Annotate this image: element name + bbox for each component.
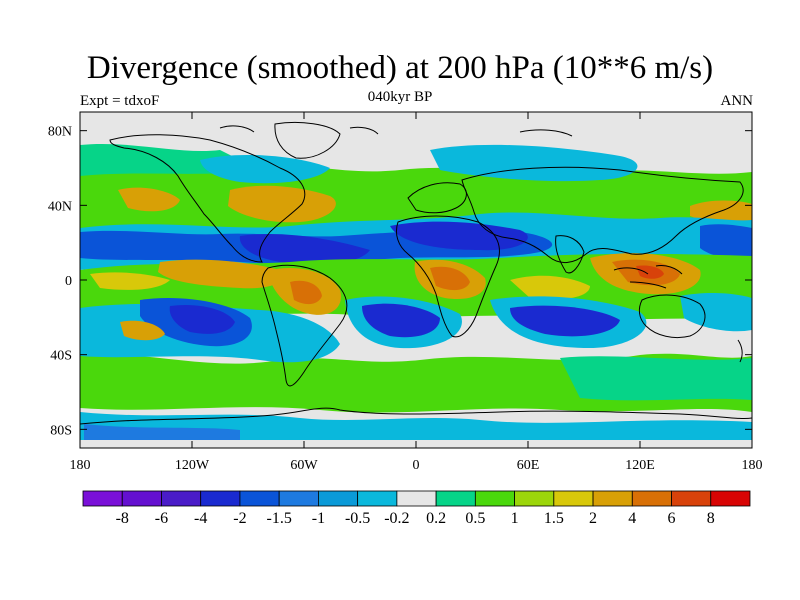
field-south-america-red [290, 280, 322, 305]
colorbar-swatch [553, 490, 594, 507]
colorbar-label: 0.2 [426, 510, 446, 527]
field-sh-atlantic-deep-blue [362, 303, 440, 338]
colorbar-label: -0.5 [345, 510, 370, 527]
field-pacific-itcz-yellow [90, 272, 170, 290]
x-tick-label: 0 [413, 458, 420, 473]
field-pacific-itcz-orange [158, 259, 283, 289]
colorbar-swatch [435, 490, 476, 507]
field-atlantic-deep-blue [239, 233, 370, 265]
coast-south-america [261, 264, 348, 387]
coast-maritime [613, 265, 683, 289]
colorbar-swatch [631, 490, 672, 507]
colorbar-swatch [514, 490, 555, 507]
colorbar-label: -0.2 [384, 510, 409, 527]
y-tick-label: 80N [48, 125, 72, 140]
colorbar-label: 6 [668, 510, 676, 527]
field-antarctic-cyan [80, 412, 752, 440]
colorbar-label: 1.5 [544, 510, 564, 527]
colorbar-swatch [357, 490, 398, 507]
colorbar-swatch [121, 490, 162, 507]
colorbar-label: -1.5 [267, 510, 292, 527]
y-tick-label: 40N [48, 199, 72, 214]
field-pacific-east-blue [700, 224, 752, 260]
coast-indian-subcontinent [555, 235, 585, 274]
colorbar-label: 0.5 [465, 510, 485, 527]
plot-title: Divergence (smoothed) at 200 hPa (10**6 … [86, 50, 714, 86]
field-africa-blue [390, 221, 528, 251]
colorbar-label: -6 [155, 510, 168, 527]
x-tick-label: 180 [742, 458, 763, 473]
field-indian-yellow [510, 275, 590, 300]
colorbar-swatch [710, 490, 751, 507]
field-north-cyan-arctic [200, 154, 330, 184]
field-asia-orange [690, 200, 752, 224]
field-north-pacific-orange [118, 187, 180, 212]
coast-arctic-islands [219, 125, 573, 137]
colorbar-label: 2 [589, 510, 597, 527]
x-tick-label: 60W [290, 458, 318, 473]
colorbar-swatch [239, 490, 280, 507]
coast-asia [461, 166, 744, 263]
field-south-green-east [560, 356, 752, 401]
map-axes: 180 120W 60W 0 60E 120E 180 80N 40N 0 40S 80S [48, 112, 763, 473]
coast-europe [407, 182, 467, 214]
experiment-label: Expt = tdxoF [80, 93, 160, 109]
colorbar-swatch [82, 490, 123, 507]
y-tick-label: 40S [50, 349, 72, 364]
plot-subtitle: 040kyr BP [367, 89, 433, 105]
x-tick-label: 120E [625, 458, 655, 473]
x-tick-label: 180 [70, 458, 91, 473]
field-sh-indian-deep-blue [510, 305, 620, 337]
colorbar-label: -8 [116, 510, 129, 527]
colorbar-swatch [200, 490, 241, 507]
colorbar-swatch [474, 490, 515, 507]
x-tick-label: 60E [517, 458, 540, 473]
field-maritime-deep-red [636, 265, 664, 279]
colorbar-swatch [396, 490, 437, 507]
coast-africa [395, 215, 500, 338]
colorbar-swatch [671, 490, 712, 507]
field-north-atlantic-orange [228, 185, 336, 223]
y-tick-label: 0 [65, 274, 72, 289]
season-label: ANN [720, 93, 754, 109]
coast-new-zealand [737, 339, 743, 363]
coast-antarctica [80, 407, 752, 425]
coast-australia [638, 294, 706, 339]
colorbar-label: -1 [312, 510, 325, 527]
field-south-orange [120, 320, 165, 341]
colorbar-swatch [278, 490, 319, 507]
colorbar-label: 4 [628, 510, 636, 527]
coast-greenland [274, 121, 341, 159]
x-tick-label: 120W [175, 458, 210, 473]
colorbar: -8 -6 -4 -2 -1.5 -1 -0.5 -0.2 0.2 0.5 1 1.5 2 4 6 8 [82, 490, 751, 527]
colorbar-swatch [161, 490, 202, 507]
coastlines [80, 121, 752, 425]
y-tick-label: 80S [50, 423, 72, 438]
field-north-cyan-asia [430, 144, 638, 182]
divergence-field [80, 112, 752, 448]
colorbar-label: 8 [707, 510, 715, 527]
colorbar-label: 1 [511, 510, 519, 527]
field-africa-red [430, 266, 470, 291]
field-antarctic-blue [84, 424, 240, 440]
field-sh-pacific-deep-blue [169, 304, 235, 334]
colorbar-label: -2 [233, 510, 246, 527]
colorbar-swatch [592, 490, 633, 507]
colorbar-label: -4 [194, 510, 207, 527]
coast-north-america [109, 134, 306, 263]
colorbar-swatch [318, 490, 359, 507]
